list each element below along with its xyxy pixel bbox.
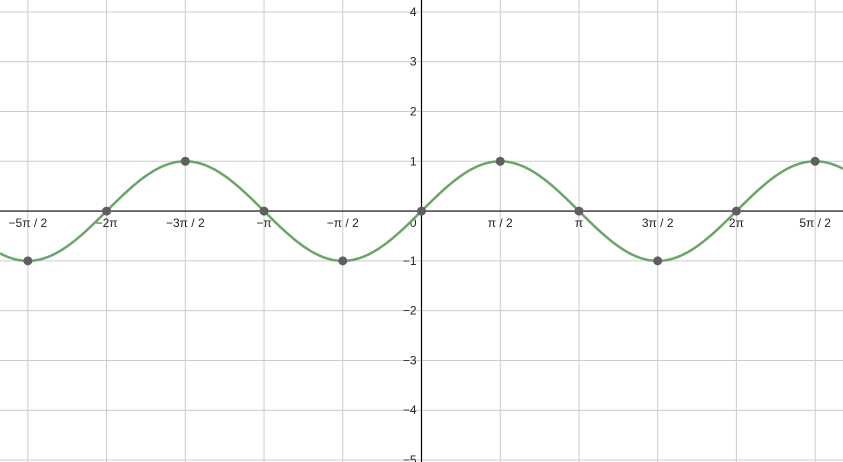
y-tick-label: −3	[403, 353, 417, 367]
x-tick-label: 5π / 2	[799, 216, 831, 230]
origin-label: 0	[410, 216, 417, 230]
curve-point[interactable]	[653, 256, 663, 266]
x-tick-label: −π / 2	[327, 216, 359, 230]
points	[23, 156, 820, 266]
curve-point[interactable]	[731, 206, 741, 216]
x-tick-label: π	[575, 216, 583, 230]
y-tick-label: −2	[403, 304, 417, 318]
curve-point[interactable]	[23, 256, 33, 266]
curve-point[interactable]	[495, 156, 505, 166]
x-tick-label: 3π / 2	[642, 216, 674, 230]
x-tick-label: π / 2	[488, 216, 513, 230]
curve-point[interactable]	[574, 206, 584, 216]
y-tick-label: 3	[410, 55, 417, 69]
curve-point[interactable]	[180, 156, 190, 166]
y-tick-label: 4	[410, 5, 417, 19]
curve-point[interactable]	[338, 256, 348, 266]
x-tick-label: −5π / 2	[9, 216, 48, 230]
curve-point[interactable]	[259, 206, 269, 216]
curve-point[interactable]	[417, 206, 426, 216]
x-tick-label: −π	[256, 216, 271, 230]
curve-point[interactable]	[102, 206, 112, 216]
curve-point[interactable]	[810, 156, 820, 166]
x-tick-label: −2π	[96, 216, 118, 230]
y-tick-label: −4	[403, 403, 417, 417]
x-tick-label: −3π / 2	[166, 216, 205, 230]
y-tick-label: 1	[410, 154, 417, 168]
tick-labels: −5π / 2 −2π −3π / 2 −π −π / 2 π / 2 π 3π / 2 2π 5…	[9, 5, 832, 462]
x-tick-label: 2π	[729, 216, 744, 230]
y-tick-label: −5	[403, 453, 417, 462]
y-tick-label: 2	[410, 105, 417, 119]
y-tick-label: −1	[403, 254, 417, 268]
